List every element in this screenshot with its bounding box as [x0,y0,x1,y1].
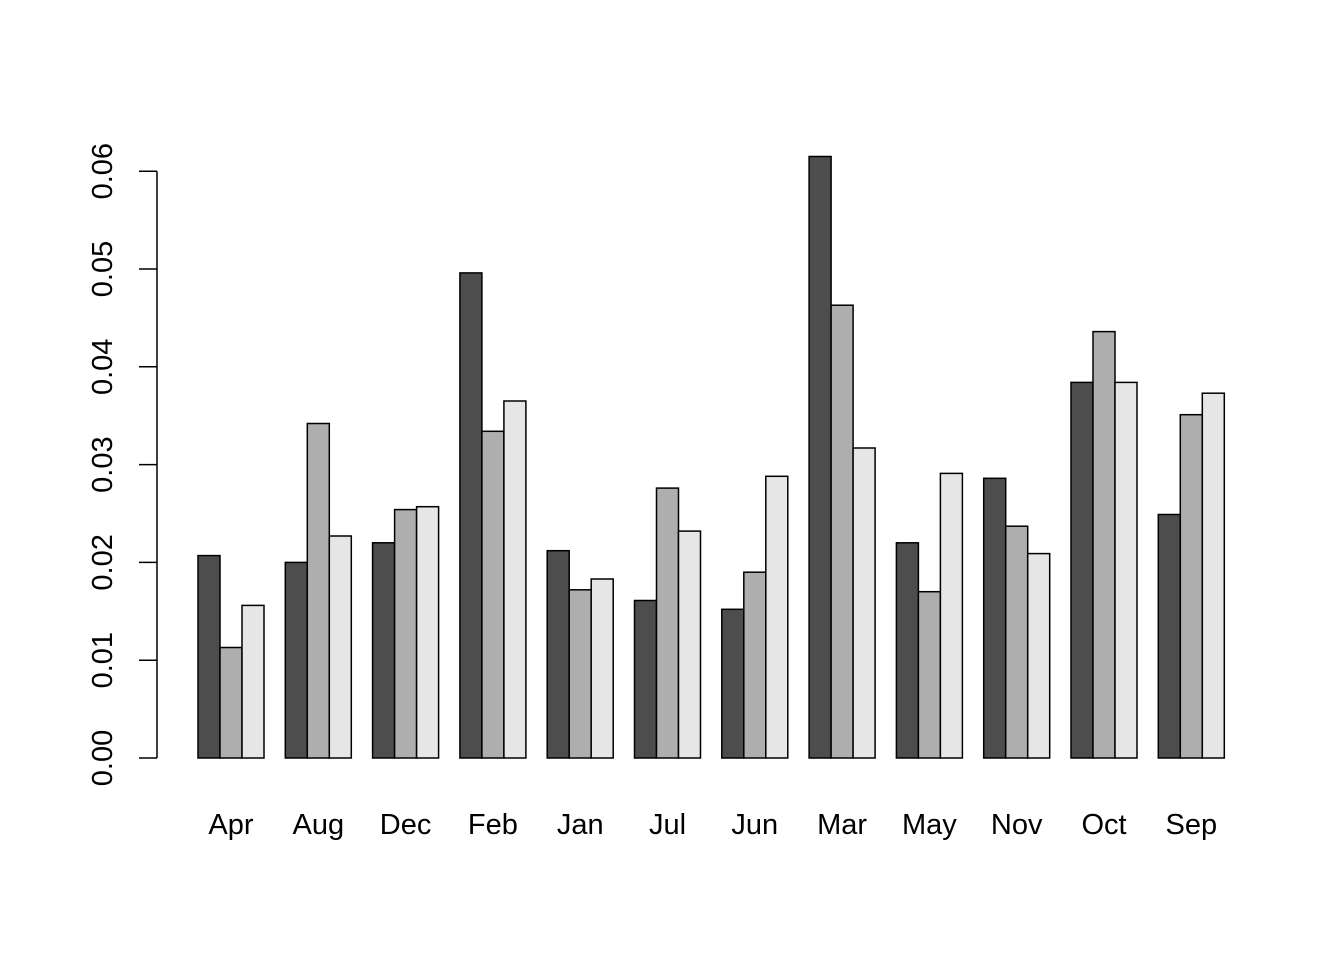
bar-feb-series-2 [481,430,505,759]
y-tick-label: 0.02 [87,534,119,590]
y-tick-label: 0.00 [87,730,119,786]
bar-aug-series-3 [328,535,353,759]
bar-oct-series-2 [1092,330,1116,759]
x-tick-label-aug: Aug [292,809,344,841]
bar-aug-series-2 [306,422,331,759]
bars-layer [197,155,1226,759]
x-tick-label-jun: Jun [731,809,778,841]
bar-may-series-3 [939,472,964,759]
bar-feb-series-3 [503,400,527,759]
bar-jun-series-1 [721,608,745,759]
bar-nov-series-3 [1026,552,1051,759]
y-tick-label: 0.04 [87,339,119,395]
bar-jan-series-1 [546,549,570,759]
bar-apr-series-1 [197,554,221,759]
bar-dec-series-3 [415,505,440,759]
bar-aug-series-1 [284,561,309,759]
bar-dec-series-2 [393,508,418,759]
bar-jul-series-2 [655,487,680,759]
x-axis-labels: Apr Aug Dec Feb Jan Jul Jun Mar May Nov Oct Sep [208,809,1217,841]
bar-apr-series-3 [241,604,265,759]
bar-mar-series-2 [830,304,854,759]
bar-oct-series-3 [1114,381,1138,759]
bar-jan-series-2 [568,589,592,759]
y-tick-label: 0.06 [87,143,119,199]
bar-oct-series-1 [1070,381,1094,759]
bar-may-series-2 [917,590,942,759]
bar-nov-series-1 [982,477,1007,759]
bar-nov-series-2 [1004,525,1029,759]
x-tick-label-oct: Oct [1081,809,1126,841]
bar-sep-series-1 [1157,513,1182,759]
y-tick-label: 0.01 [87,632,119,688]
bar-jun-series-2 [743,571,767,759]
bar-jul-series-1 [633,599,658,759]
bar-jul-series-3 [677,530,702,759]
x-tick-label-mar: Mar [817,809,867,841]
bar-jan-series-3 [590,578,614,759]
bar-dec-series-1 [371,542,396,759]
x-tick-label-apr: Apr [208,809,253,841]
bar-jun-series-3 [765,475,789,759]
bar-mar-series-1 [808,155,832,759]
y-axis: 0.00 0.01 0.02 0.03 0.04 0.05 0.06 [87,143,158,786]
x-tick-label-nov: Nov [991,809,1043,841]
bar-may-series-1 [895,542,920,759]
bar-apr-series-2 [219,646,243,759]
y-tick-label: 0.03 [87,436,119,492]
x-tick-label-jan: Jan [557,809,604,841]
x-tick-label-may: May [902,809,957,841]
bar-sep-series-2 [1179,413,1204,759]
x-tick-label-sep: Sep [1165,809,1217,841]
bar-mar-series-3 [852,447,876,759]
x-tick-label-feb: Feb [468,809,518,841]
x-tick-label-jul: Jul [649,809,686,841]
y-tick-label: 0.05 [87,241,119,297]
bar-feb-series-1 [459,272,483,759]
bar-sep-series-3 [1201,392,1226,759]
x-tick-label-dec: Dec [380,809,432,841]
